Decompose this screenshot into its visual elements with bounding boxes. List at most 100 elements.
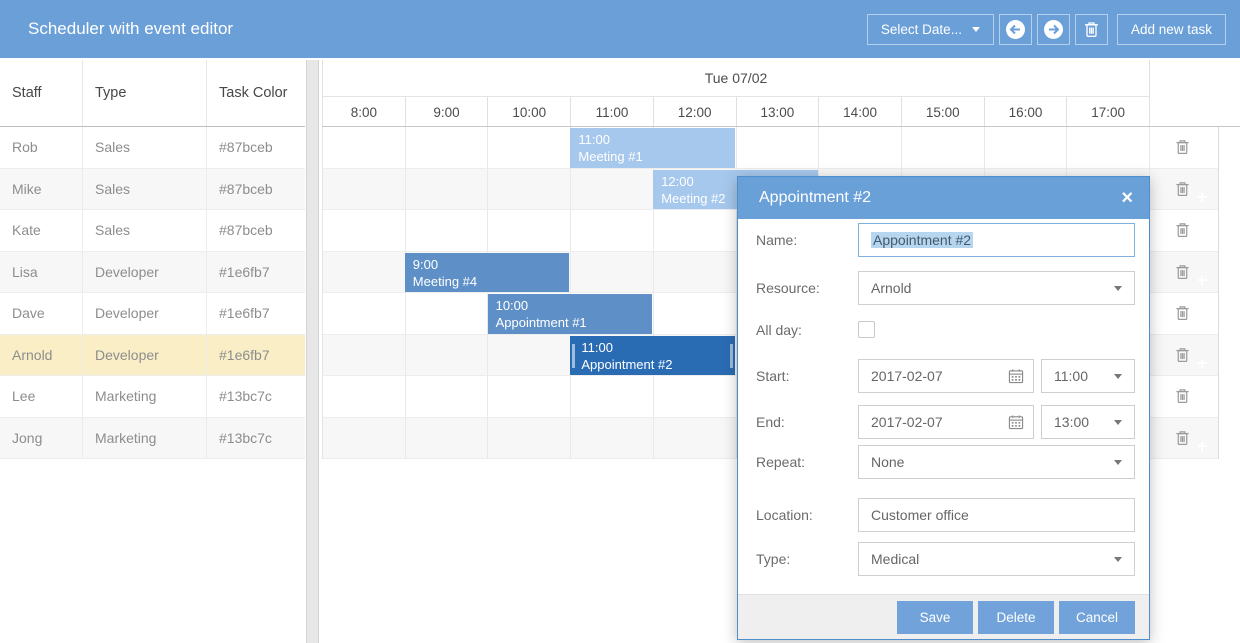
time-label: 14:00: [819, 97, 902, 127]
delete-row-button[interactable]: [1175, 305, 1190, 321]
timeline-cell[interactable]: [406, 168, 489, 209]
toolbar: Scheduler with event editor Select Date.…: [0, 0, 1240, 58]
staff-row-mike[interactable]: Mike Sales #87bceb: [0, 168, 305, 210]
timeline-cell[interactable]: [488, 376, 572, 417]
event-meeting-1[interactable]: 11:00 Meeting #1: [570, 128, 735, 168]
end-date-input[interactable]: 2017-02-07: [858, 405, 1034, 439]
staff-name: Rob: [0, 127, 83, 168]
timeline-cell[interactable]: [819, 127, 902, 168]
delete-row-button[interactable]: [1175, 181, 1190, 197]
select-date-button[interactable]: Select Date...: [866, 13, 994, 45]
staff-row-jong[interactable]: Jong Marketing #13bc7c: [0, 417, 305, 459]
delete-button[interactable]: Delete: [978, 600, 1054, 634]
timeline-cell[interactable]: [902, 127, 985, 168]
time-label: 16:00: [985, 97, 1068, 127]
start-date-input[interactable]: 2017-02-07: [858, 359, 1034, 393]
staff-row-lisa[interactable]: Lisa Developer #1e6fb7: [0, 251, 305, 293]
vertical-scrollbar[interactable]: [306, 60, 319, 643]
timeline-cell[interactable]: [1067, 127, 1151, 168]
delete-event-button[interactable]: [1074, 13, 1108, 45]
staff-row-kate[interactable]: Kate Sales #87bceb: [0, 210, 305, 252]
delete-row-button[interactable]: [1175, 264, 1190, 280]
save-button[interactable]: Save: [897, 600, 973, 634]
timeline-cell[interactable]: [654, 376, 737, 417]
timeline-cell[interactable]: [323, 334, 406, 375]
start-time-value: 11:00: [1054, 368, 1088, 384]
timeline-cell[interactable]: [323, 251, 406, 292]
timeline-cell[interactable]: [323, 168, 406, 209]
event-time: 11:00: [581, 339, 613, 355]
timeline-cell[interactable]: [488, 168, 572, 209]
timeline-cell[interactable]: [488, 210, 572, 251]
staff-row-arnold[interactable]: Arnold Developer #1e6fb7: [0, 334, 305, 376]
staff-type: Developer: [83, 293, 207, 334]
timeline-cell[interactable]: [406, 293, 489, 334]
resize-handle[interactable]: [729, 343, 733, 368]
timeline-cell[interactable]: [654, 417, 737, 458]
prev-day-button[interactable]: [998, 13, 1032, 45]
timeline-cell[interactable]: [406, 376, 489, 417]
event-appointment-2[interactable]: 11:00 Appointment #2: [570, 335, 735, 375]
time-label: 9:00: [406, 97, 489, 127]
timeline-cell[interactable]: [406, 127, 489, 168]
allday-checkbox[interactable]: [858, 321, 875, 338]
timeline-cell[interactable]: [488, 334, 572, 375]
name-input[interactable]: Appointment #2: [858, 223, 1135, 257]
timeline-cell[interactable]: [985, 127, 1068, 168]
timeline-cell[interactable]: [323, 293, 406, 334]
timeline-cell[interactable]: [323, 417, 406, 458]
timeline-cell[interactable]: [323, 210, 406, 251]
staff-row-rob[interactable]: Rob Sales #87bceb: [0, 127, 305, 169]
event-appointment-1[interactable]: 10:00 Appointment #1: [487, 294, 653, 334]
type-select[interactable]: Medical: [858, 542, 1135, 576]
timeline-cell[interactable]: [406, 417, 489, 458]
timeline-cell[interactable]: [488, 417, 572, 458]
timeline-cell[interactable]: [488, 251, 572, 292]
start-row: Start: 2017-02-07 11:00: [756, 359, 1135, 393]
timeline-cell[interactable]: [571, 210, 654, 251]
timeline-cell[interactable]: [654, 334, 737, 375]
timeline-cell[interactable]: [654, 251, 737, 292]
timeline-cell[interactable]: [323, 127, 406, 168]
staff-row-lee[interactable]: Lee Marketing #13bc7c: [0, 376, 305, 418]
event-meeting-4[interactable]: 9:00 Meeting #4: [404, 252, 570, 292]
row-actions-lee: [1150, 376, 1218, 418]
timeline-cell[interactable]: [654, 127, 737, 168]
resize-handle[interactable]: [572, 343, 576, 368]
task-color-value: #87bceb: [219, 180, 273, 197]
trash-icon: [1175, 222, 1190, 238]
delete-row-button[interactable]: [1175, 347, 1190, 363]
start-time-select[interactable]: 11:00: [1041, 359, 1135, 393]
timeline-cell[interactable]: [571, 293, 654, 334]
timeline-cell[interactable]: [654, 293, 737, 334]
type-row: Type: Medical: [756, 542, 1135, 576]
timeline-cell[interactable]: [571, 417, 654, 458]
timeline-cell[interactable]: [654, 210, 737, 251]
delete-row-button[interactable]: [1175, 139, 1190, 155]
cancel-button[interactable]: Cancel: [1059, 600, 1135, 634]
timeline-cell[interactable]: [571, 376, 654, 417]
delete-row-button[interactable]: [1175, 430, 1190, 446]
delete-row-button[interactable]: [1175, 388, 1190, 404]
add-new-task-button[interactable]: Add new task: [1116, 13, 1226, 45]
staff-name: Kate: [0, 210, 83, 251]
timeline-cell[interactable]: [406, 334, 489, 375]
timeline-cell[interactable]: [406, 210, 489, 251]
time-label: 11:00: [571, 97, 654, 127]
timeline-cell[interactable]: [488, 127, 572, 168]
end-time-select[interactable]: 13:00: [1041, 405, 1135, 439]
timeline-cell[interactable]: [571, 251, 654, 292]
row-actions-arnold: [1150, 334, 1218, 376]
timeline-cell[interactable]: [323, 376, 406, 417]
row-actions-mike: [1150, 168, 1218, 210]
resource-select[interactable]: Arnold: [858, 271, 1135, 305]
end-date-value: 2017-02-07: [871, 414, 943, 430]
staff-row-dave[interactable]: Dave Developer #1e6fb7: [0, 293, 305, 335]
delete-row-button[interactable]: [1175, 222, 1190, 238]
repeat-select[interactable]: None: [858, 445, 1135, 479]
close-icon[interactable]: ×: [1121, 187, 1133, 209]
location-input[interactable]: Customer office: [858, 498, 1135, 532]
timeline-cell[interactable]: [737, 127, 820, 168]
next-day-button[interactable]: [1036, 13, 1070, 45]
timeline-cell[interactable]: [571, 168, 654, 209]
